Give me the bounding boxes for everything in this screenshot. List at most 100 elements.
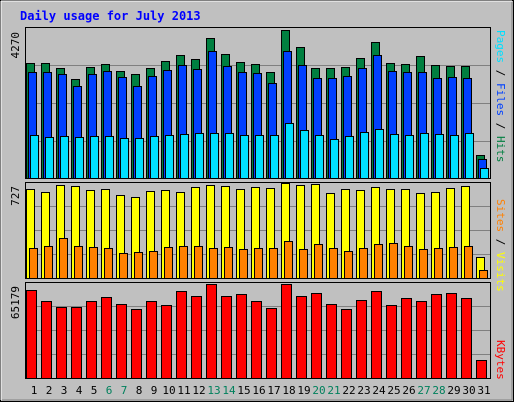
- x-tick-label: 14: [222, 384, 236, 397]
- pages-bar: [30, 135, 39, 179]
- kbytes-bar: [146, 301, 157, 379]
- pages-bar: [375, 129, 384, 179]
- x-tick-label: 4: [76, 384, 83, 397]
- x-tick-label: 10: [162, 384, 175, 397]
- x-axis-labels: 1 2 3 4 5 6 7 8 9 10 11 12 13 14 15 16 17 18 19 20 21 22 23 24 2…: [31, 384, 491, 397]
- x-tick-label: 28: [432, 384, 445, 397]
- x-tick-label: 2: [46, 384, 53, 397]
- pages-bar: [390, 134, 399, 179]
- sites-bar: [404, 246, 413, 279]
- pages-bar: [435, 134, 444, 179]
- kbytes-bar: [311, 293, 322, 379]
- kbytes-bar: [446, 293, 457, 379]
- kbytes-bar: [266, 308, 277, 379]
- sites-bar: [164, 247, 173, 279]
- legend-hits: Hits: [494, 136, 507, 163]
- legend-files: Files: [494, 83, 507, 116]
- sites-bar: [389, 243, 398, 279]
- sites-bar: [479, 270, 488, 279]
- x-tick-label: 11: [177, 384, 190, 397]
- x-tick-label: 19: [297, 384, 310, 397]
- x-tick-label: 7: [121, 384, 128, 397]
- sites-bar: [209, 248, 218, 279]
- pages-bar: [225, 133, 234, 179]
- sites-bar: [374, 244, 383, 279]
- x-tick-label: 30: [462, 384, 475, 397]
- x-tick-label: 3: [61, 384, 68, 397]
- kbytes-bar: [26, 290, 37, 379]
- pages-bar: [405, 135, 414, 179]
- pages-bar: [285, 123, 294, 179]
- x-tick-label: 1: [31, 384, 38, 397]
- pages-bar: [150, 136, 159, 179]
- sites-bar: [419, 249, 428, 279]
- sites-bar: [134, 252, 143, 279]
- kbytes-bar: [191, 296, 202, 379]
- x-tick-label: 12: [192, 384, 205, 397]
- visits-ymax-label: 727: [9, 186, 22, 206]
- x-tick-label: 22: [342, 384, 355, 397]
- x-tick-label: 16: [252, 384, 265, 397]
- x-tick-label: 27: [417, 384, 430, 397]
- kbytes-bar: [296, 296, 307, 379]
- kbytes-bar: [131, 309, 142, 379]
- x-tick-label: 31: [477, 384, 490, 397]
- visits-legend: Sites / Visits: [494, 199, 507, 292]
- pages-bar: [105, 136, 114, 179]
- pages-bar: [360, 132, 369, 179]
- pages-bar: [135, 138, 144, 179]
- sites-bar: [464, 246, 473, 279]
- pages-bar: [255, 135, 264, 179]
- legend-separator: /: [494, 232, 507, 252]
- legend-pages: Pages: [494, 30, 507, 63]
- kbytes-bar: [281, 284, 292, 379]
- hits-legend: Pages / Files / Hits: [494, 30, 507, 163]
- pages-bar: [420, 133, 429, 179]
- pages-bar: [240, 135, 249, 179]
- kbytes-bar: [371, 291, 382, 379]
- pages-bar: [465, 133, 474, 179]
- kbytes-bar: [251, 301, 262, 379]
- legend-kbytes: KBytes: [494, 340, 507, 380]
- legend-separator: /: [494, 63, 507, 83]
- x-tick-label: 18: [282, 384, 295, 397]
- kbytes-bar: [476, 360, 487, 379]
- x-tick-label: 15: [237, 384, 250, 397]
- pages-bar: [210, 133, 219, 179]
- x-tick-label: 5: [91, 384, 98, 397]
- chart-title: Daily usage for July 2013: [20, 9, 201, 23]
- kbytes-bar: [71, 307, 82, 379]
- sites-bar: [194, 246, 203, 279]
- kbytes-bar: [206, 284, 217, 379]
- sites-bar: [59, 238, 68, 279]
- pages-bar: [45, 137, 54, 179]
- pages-bar: [195, 133, 204, 179]
- sites-bar: [359, 248, 368, 279]
- sites-bar: [149, 251, 158, 279]
- kbytes-bar: [416, 301, 427, 379]
- pages-bar: [345, 136, 354, 179]
- x-tick-label: 6: [106, 384, 113, 397]
- sites-bar: [344, 251, 353, 279]
- sites-bar: [284, 241, 293, 279]
- legend-sites: Sites: [494, 199, 507, 232]
- sites-bar: [239, 249, 248, 279]
- kbytes-bar: [356, 300, 367, 379]
- legend-visits: Visits: [494, 252, 507, 292]
- pages-bar: [315, 135, 324, 179]
- kbytes-bar: [86, 301, 97, 379]
- x-tick-label: 23: [357, 384, 370, 397]
- sites-bar: [329, 248, 338, 279]
- kbytes-bar: [176, 291, 187, 379]
- sites-bar: [104, 248, 113, 279]
- x-tick-label: 21: [327, 384, 340, 397]
- kbytes-bar: [116, 304, 127, 379]
- kbytes-bar: [461, 298, 472, 379]
- bars-layer: [26, 30, 489, 379]
- pages-bar: [270, 135, 279, 179]
- sites-bar: [224, 247, 233, 279]
- kbytes-bar: [431, 294, 442, 379]
- kbytes-bar: [386, 305, 397, 379]
